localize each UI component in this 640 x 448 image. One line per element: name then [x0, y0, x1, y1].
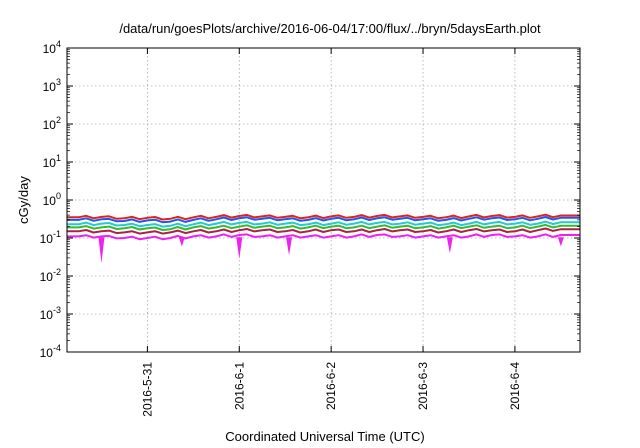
y-tick-base: 10 — [40, 232, 54, 246]
y-tick-exponent: 2 — [56, 115, 61, 125]
x-tick-label: 2016-6-1 — [232, 362, 246, 410]
y-tick-exponent: 3 — [56, 77, 61, 87]
series-line-0 — [67, 213, 580, 221]
x-axis-label: Coordinated Universal Time (UTC) — [225, 429, 424, 444]
series-line-5 — [67, 233, 580, 241]
y-tick-label: 101 — [43, 153, 61, 170]
minimum-spike — [236, 237, 243, 259]
y-tick-label: 100 — [43, 191, 61, 208]
y-tick-base: 10 — [43, 118, 57, 132]
y-axis-label: cGy/day — [16, 176, 31, 224]
y-tick-label: 10-1 — [40, 229, 61, 246]
y-tick-base: 10 — [43, 194, 57, 208]
y-tick-exponent: -2 — [53, 267, 61, 277]
y-tick-exponent: -1 — [53, 229, 61, 239]
series-group — [67, 213, 580, 263]
y-tick-base: 10 — [40, 346, 54, 360]
minimum-spike — [446, 237, 453, 254]
y-tick-exponent: 1 — [56, 153, 61, 163]
y-tick-base: 10 — [40, 308, 54, 322]
y-tick-base: 10 — [43, 80, 57, 94]
y-tick-label: 102 — [43, 115, 61, 132]
minimum-spike — [286, 237, 293, 256]
x-tick-label: 2016-6-3 — [416, 362, 430, 410]
minimum-spike — [178, 237, 185, 247]
y-tick-label: 10-4 — [40, 343, 61, 360]
y-tick-exponent: 0 — [56, 191, 61, 201]
y-tick-label: 104 — [43, 39, 61, 56]
y-tick-base: 10 — [43, 42, 57, 56]
series-line-1 — [67, 216, 580, 224]
y-tick-exponent: -4 — [53, 343, 61, 353]
x-tick-label: 2016-6-4 — [508, 362, 522, 410]
series-line-3 — [67, 223, 580, 231]
y-tick-label: 103 — [43, 77, 61, 94]
chart-title: /data/run/goesPlots/archive/2016-06-04/1… — [119, 21, 541, 36]
y-tick-exponent: 4 — [56, 39, 61, 49]
y-tick-exponent: -3 — [53, 305, 61, 315]
y-tick-label: 10-3 — [40, 305, 61, 322]
x-tick-label: 2016-5-31 — [140, 362, 154, 417]
minimum-spike — [98, 237, 105, 263]
series-line-2 — [67, 220, 580, 228]
x-axis-ticks: 2016-5-31 2016-6-1 2016-6-2 2016-6-3 2016-6-… — [140, 48, 522, 417]
grid — [67, 47, 580, 353]
y-tick-base: 10 — [40, 270, 54, 284]
y-tick-label: 10-2 — [40, 267, 61, 284]
minimum-spike — [557, 237, 564, 247]
series-line-4 — [67, 227, 580, 235]
x-tick-label: 2016-6-2 — [324, 362, 338, 410]
y-tick-base: 10 — [43, 156, 57, 170]
